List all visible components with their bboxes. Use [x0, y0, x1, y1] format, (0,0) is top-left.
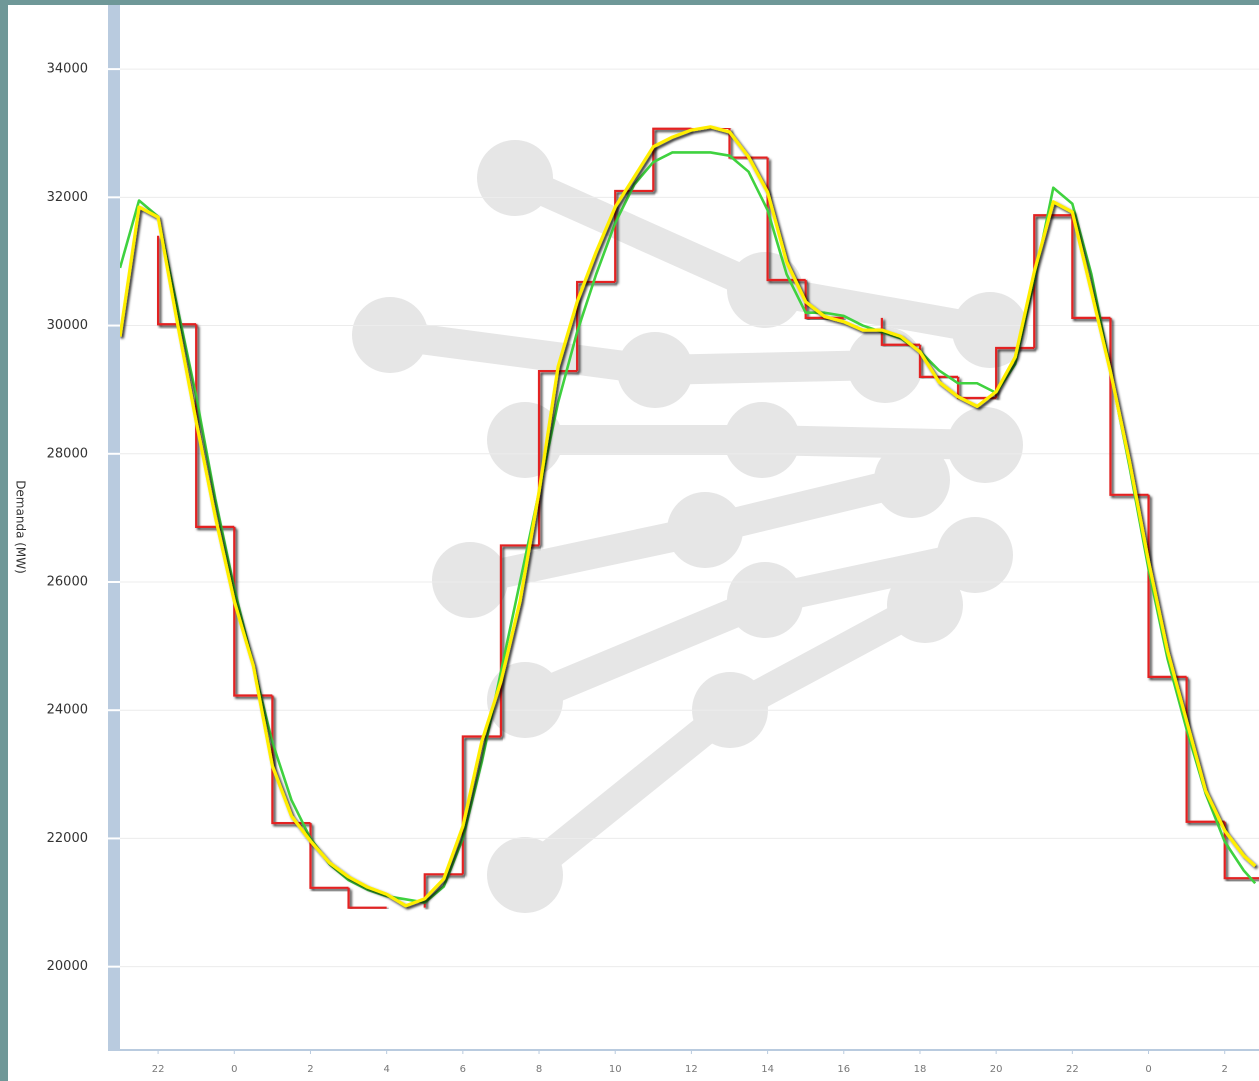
step-segment: [309, 823, 349, 889]
y-axis-title: Demanda (MW): [14, 480, 28, 574]
x-tick-label: 14: [761, 1064, 774, 1075]
x-tick-label: 20: [990, 1064, 1003, 1075]
x-tick-label: 12: [685, 1064, 698, 1075]
step-segment: [1033, 214, 1073, 348]
x-tick-label: 2: [1222, 1064, 1228, 1075]
x-tick-label: 0: [231, 1064, 237, 1075]
y-tick-label: 34000: [47, 62, 88, 77]
x-tick-label: 22: [152, 1064, 165, 1075]
x-tick-label: 6: [460, 1064, 466, 1075]
x-tick-label: 2: [307, 1064, 313, 1075]
step-segment: [995, 346, 1035, 398]
line: [120, 125, 1257, 908]
grid: [120, 68, 1259, 968]
y-tick-label: 26000: [47, 574, 88, 589]
step-segment: [766, 157, 806, 282]
y-tick-label: 24000: [47, 703, 88, 718]
x-tick-label: 0: [1145, 1064, 1151, 1075]
step-segment: [728, 128, 768, 159]
x-tick-label: 22: [1066, 1064, 1079, 1075]
plot-area: [120, 125, 1259, 909]
step-segment: [880, 317, 920, 346]
y-tick-label: 32000: [47, 190, 88, 205]
y-tick-label: 22000: [47, 831, 88, 846]
x-tick-label: 4: [383, 1064, 389, 1075]
step-segment: [156, 235, 197, 326]
x-tick-label: 16: [837, 1064, 850, 1075]
y-tick-label: 30000: [47, 318, 88, 333]
step-segment: [614, 189, 654, 282]
y-tick-label: 28000: [47, 446, 88, 461]
step-segment: [652, 127, 692, 191]
step-segment: [918, 344, 959, 378]
x-tick-label: 8: [536, 1064, 542, 1075]
y-axis-bar: [108, 5, 120, 1050]
step-segment: [347, 887, 387, 909]
x-tick-label: 10: [609, 1064, 622, 1075]
x-tick-label: 18: [914, 1064, 927, 1075]
y-tick-label: 20000: [47, 959, 88, 974]
step-segment: [576, 280, 616, 372]
